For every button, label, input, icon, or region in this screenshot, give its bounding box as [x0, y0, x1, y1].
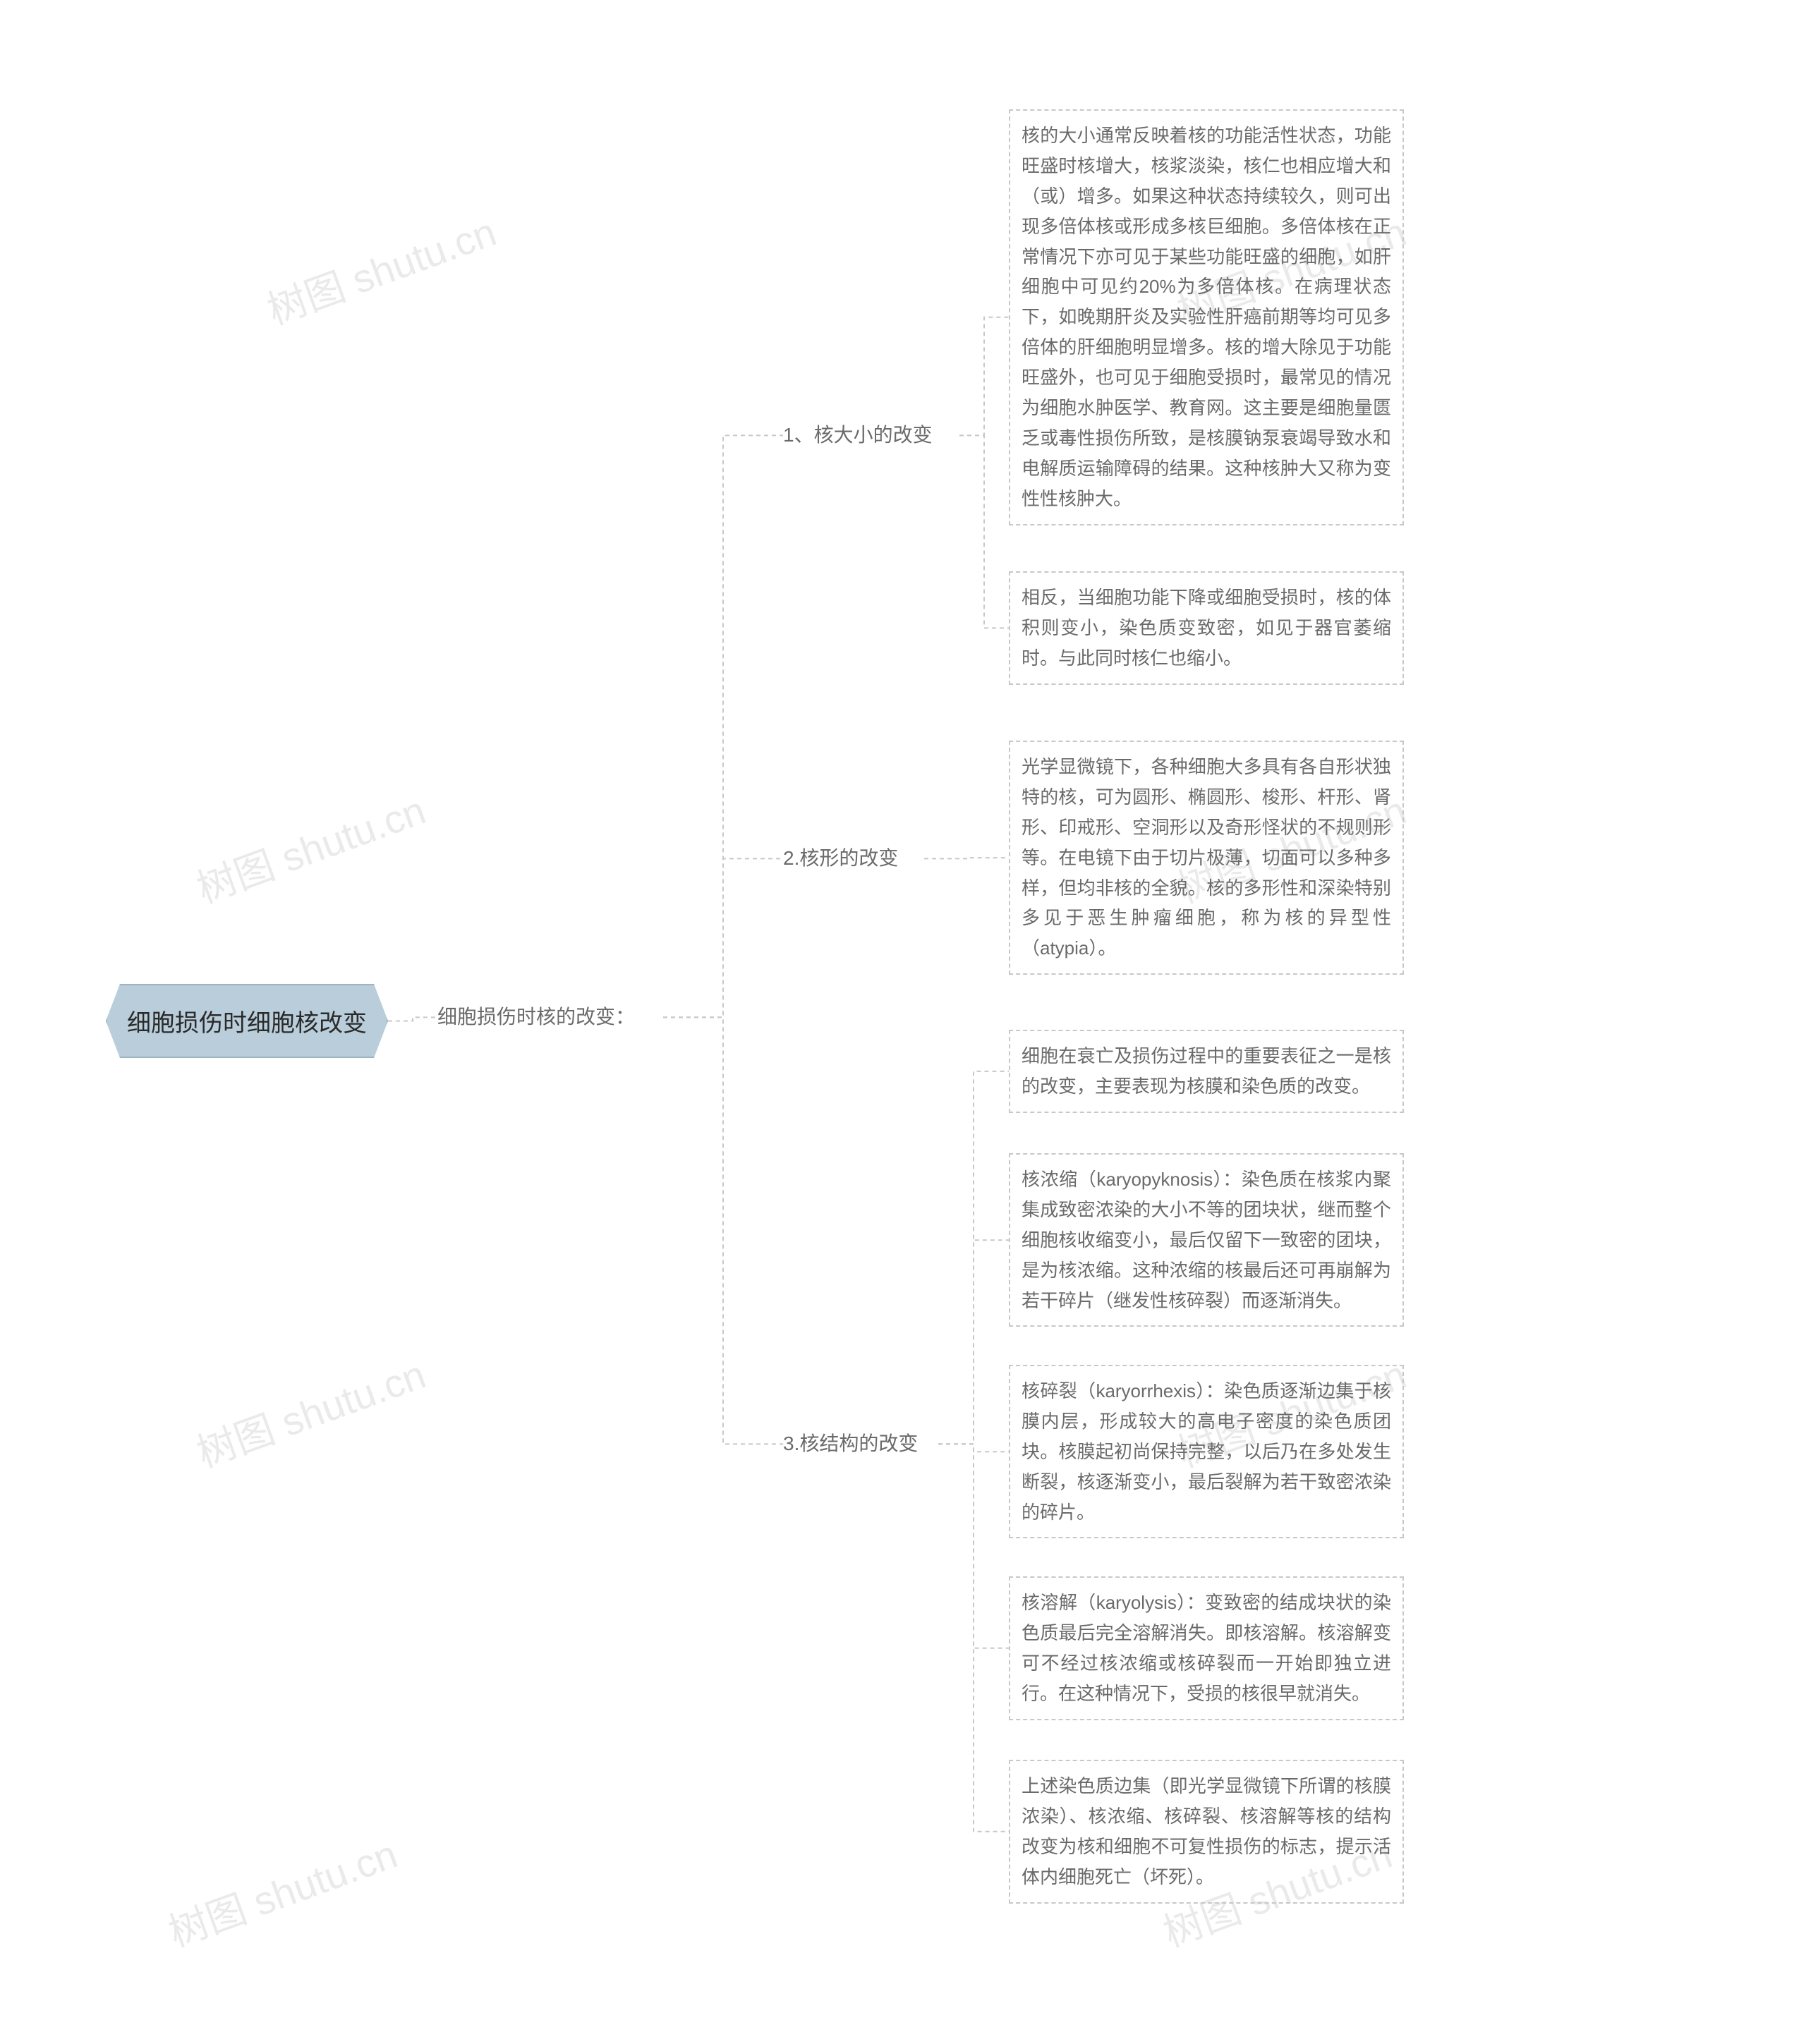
leaf-node: 光学显微镜下，各种细胞大多具有各自形状独特的核，可为圆形、椭圆形、梭形、杆形、肾… — [1009, 741, 1404, 975]
leaf-node: 核碎裂（karyorrhexis）：染色质逐渐边集于核膜内层，形成较大的高电子密… — [1009, 1365, 1404, 1538]
branch-level1: 细胞损伤时核的改变： — [437, 1002, 663, 1033]
connector — [938, 1240, 1009, 1444]
leaf-node: 核的大小通常反映着核的功能活性状态，功能旺盛时核增大，核浆淡染，核仁也相应增大和… — [1009, 109, 1404, 525]
watermark: 树图 shutu.cn — [188, 779, 432, 914]
connector — [663, 858, 783, 1017]
leaf-node: 核溶解（karyolysis）：变致密的结成块状的染色质最后完全溶解消失。即核溶… — [1009, 1576, 1404, 1720]
watermark: 树图 shutu.cn — [258, 200, 503, 336]
branch-node-size: 1、核大小的改变 — [783, 420, 959, 451]
watermark: 树图 shutu.cn — [159, 1823, 404, 1958]
connector — [938, 1444, 1009, 1648]
connector — [663, 1017, 783, 1444]
connector — [388, 1017, 437, 1021]
connector — [938, 1444, 1009, 1831]
branch-node-structure: 3.核结构的改变 — [783, 1428, 938, 1460]
leaf-node: 相反，当细胞功能下降或细胞受损时，核的体积则变小，染色质变致密，如见于器官萎缩时… — [1009, 571, 1404, 685]
leaf-node: 细胞在衰亡及损伤过程中的重要表征之一是核的改变，主要表现为核膜和染色质的改变。 — [1009, 1030, 1404, 1113]
connector — [959, 435, 1009, 628]
leaf-node: 核浓缩（karyopyknosis）：染色质在核浆内聚集成致密浓染的大小不等的团… — [1009, 1153, 1404, 1327]
root-node: 细胞损伤时细胞核改变 — [106, 984, 388, 1058]
connector — [938, 1071, 1009, 1444]
branch-node-shape: 2.核形的改变 — [783, 843, 924, 875]
watermark: 树图 shutu.cn — [188, 1343, 432, 1478]
connector — [663, 435, 783, 1017]
connector — [938, 1444, 1009, 1452]
leaf-node: 上述染色质边集（即光学显微镜下所谓的核膜浓染）、核浓缩、核碎裂、核溶解等核的结构… — [1009, 1760, 1404, 1904]
connector — [959, 317, 1009, 436]
mindmap-canvas: 树图 shutu.cn 树图 shutu.cn 树图 shutu.cn 树图 s… — [0, 0, 1806, 2044]
